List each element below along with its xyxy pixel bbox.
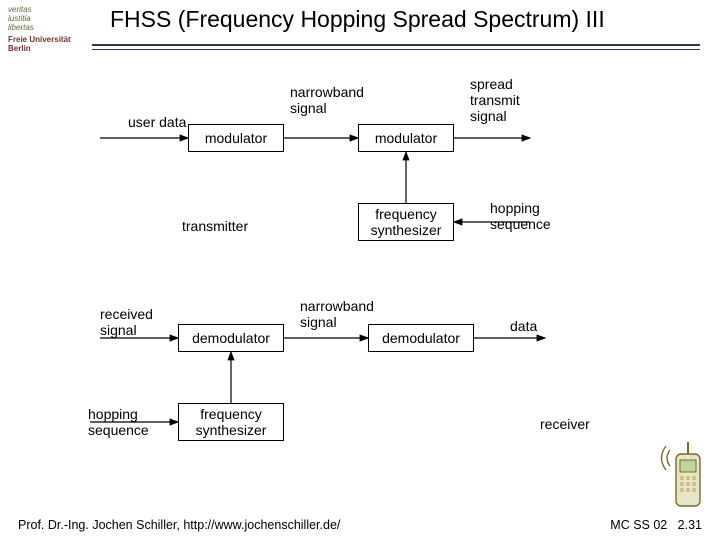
footer-author: Prof. Dr.-Ing. Jochen Schiller, http://w…: [18, 518, 340, 532]
logo-motto: veritas iustitia libertas: [8, 6, 80, 32]
diagram-canvas: user data modulator narrowband signal mo…: [0, 58, 720, 510]
diagram-arrows: [0, 58, 720, 510]
university-logo: veritas iustitia libertas Freie Universi…: [8, 6, 80, 50]
logo-university-name: Freie Universität Berlin: [8, 36, 80, 54]
footer-page: MC SS 02 2.31: [610, 518, 702, 532]
slide-footer: Prof. Dr.-Ing. Jochen Schiller, http://w…: [18, 518, 702, 532]
phone-icon: [658, 440, 714, 512]
slide-title: FHSS (Frequency Hopping Spread Spectrum)…: [110, 6, 605, 33]
slide-header: veritas iustitia libertas Freie Universi…: [0, 0, 720, 58]
title-rule: [92, 44, 700, 50]
